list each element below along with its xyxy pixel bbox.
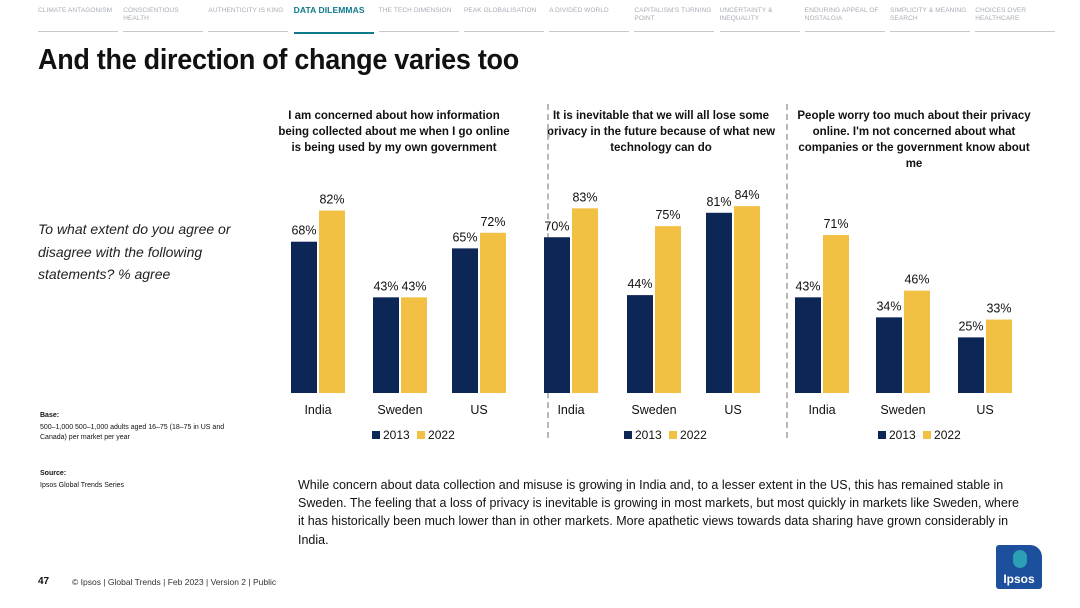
nav-tab[interactable]: CHOICES OVER HEALTHCARE (975, 7, 1056, 32)
ipsos-logo: Ipsos (996, 545, 1042, 589)
legend-swatch-2022 (417, 431, 426, 439)
data-label: 84% (734, 188, 759, 202)
legend-label: 2013 (889, 428, 916, 442)
legend-label: 2022 (680, 428, 707, 442)
category-label: Sweden (631, 403, 676, 417)
legend-label: 2022 (934, 428, 961, 442)
source-text: Ipsos Global Trends Series (40, 482, 125, 489)
nav-tab[interactable]: THE TECH DIMENSION (378, 7, 459, 32)
bar-2022 (480, 232, 506, 393)
category-label: US (976, 403, 993, 417)
legend-label: 2022 (428, 428, 455, 442)
category-label: Sweden (377, 403, 422, 417)
data-label: 82% (319, 193, 344, 207)
legend-item-2013: 2013 (624, 428, 662, 442)
bar-2022 (319, 210, 345, 393)
panel-title-2: It is inevitable that we will all lose s… (546, 110, 776, 154)
bar-2013 (373, 297, 399, 393)
data-label: 70% (544, 219, 569, 233)
bar-2022 (401, 297, 427, 393)
base-label: Base: (40, 412, 60, 419)
legend-swatch-2022 (923, 431, 932, 439)
panel-title-1: I am concerned about how information bei… (278, 110, 510, 154)
legend-item-2013: 2013 (372, 428, 410, 442)
bar-2013 (958, 337, 984, 393)
legend-item-2022: 2022 (417, 428, 455, 442)
legend-item-2022: 2022 (669, 428, 707, 442)
category-label: India (557, 403, 584, 417)
bar-2013 (795, 297, 821, 393)
data-label: 72% (480, 215, 505, 229)
nav-tab[interactable]: CLIMATE ANTAGONISM (38, 7, 118, 32)
question-text: To what extent do you agree or disagree … (38, 221, 231, 282)
data-label: 81% (706, 195, 731, 209)
nav-tab[interactable]: SIMPLICITY & MEANING SEARCH (890, 7, 970, 32)
commentary-text: While concern about data collection and … (298, 478, 1019, 547)
page-title: And the direction of change varies too (38, 44, 519, 76)
nav-tab[interactable]: CAPITALISM'S TURNING POINT (634, 7, 715, 32)
logo-text: Ipsos (1003, 572, 1035, 586)
bar-2022 (904, 290, 930, 393)
bar-2022 (734, 206, 760, 393)
data-label: 68% (291, 224, 316, 238)
data-label: 44% (627, 277, 652, 291)
bar-2013 (291, 241, 317, 393)
legend-3: 2013 2022 (878, 428, 965, 442)
data-label: 43% (795, 279, 820, 293)
data-label: 83% (572, 190, 597, 204)
data-label: 43% (373, 279, 398, 293)
bar-2013 (876, 317, 902, 393)
category-label: Sweden (880, 403, 925, 417)
data-label: 65% (452, 230, 477, 244)
nav-tab[interactable]: DATA DILEMMAS (293, 5, 374, 34)
legend-2: 2013 2022 (624, 428, 711, 442)
logo-mark-icon (1013, 550, 1027, 568)
nav-tab[interactable]: AUTHENTICITY IS KING (208, 7, 289, 32)
source-label: Source: (40, 470, 67, 477)
data-label: 34% (876, 299, 901, 313)
data-label: 33% (986, 302, 1011, 316)
bar-2022 (572, 208, 598, 393)
nav-tab[interactable]: A DIVIDED WORLD (549, 7, 630, 32)
nav-tab[interactable]: ENDURING APPEAL OF NOSTALGIA (804, 7, 885, 32)
top-navigation: CLIMATE ANTAGONISM CONSCIENTIOUS HEALTH AU… (0, 0, 1080, 34)
bar-2013 (706, 212, 732, 393)
legend-1: 2013 2022 (372, 428, 459, 442)
legend-item-2013: 2013 (878, 428, 916, 442)
page-number: 47 (38, 576, 50, 587)
nav-tab[interactable]: UNCERTAINTY & INEQUALITY (719, 7, 800, 32)
legend-swatch-2013 (878, 431, 886, 439)
legend-swatch-2022 (669, 431, 678, 439)
data-label: 46% (904, 273, 929, 287)
legend-item-2022: 2022 (923, 428, 961, 442)
data-label: 75% (655, 208, 680, 222)
data-label: 71% (823, 217, 848, 231)
data-label: 25% (958, 319, 983, 333)
bar-2013 (627, 295, 653, 393)
legend-label: 2013 (383, 428, 410, 442)
data-label: 43% (401, 279, 426, 293)
bar-2013 (452, 248, 478, 393)
category-label: India (808, 403, 835, 417)
nav-tab[interactable]: PEAK GLOBALISATION (464, 7, 544, 32)
footer-text: © Ipsos | Global Trends | Feb 2023 | Ver… (72, 577, 277, 587)
bar-2022 (986, 319, 1012, 393)
bar-2013 (544, 237, 570, 393)
panel-title-3: People worry too much about their privac… (797, 110, 1031, 170)
category-label: India (304, 403, 331, 417)
legend-swatch-2013 (624, 431, 632, 439)
bar-2022 (823, 235, 849, 393)
category-label: US (470, 403, 487, 417)
legend-label: 2013 (635, 428, 662, 442)
legend-swatch-2013 (372, 431, 380, 439)
nav-tab[interactable]: CONSCIENTIOUS HEALTH (123, 7, 204, 32)
base-text: 500–1,000 500–1,000 adults aged 16–75 (1… (40, 424, 225, 441)
panel-divider (786, 104, 788, 438)
bar-2022 (655, 226, 681, 393)
category-label: US (724, 403, 741, 417)
